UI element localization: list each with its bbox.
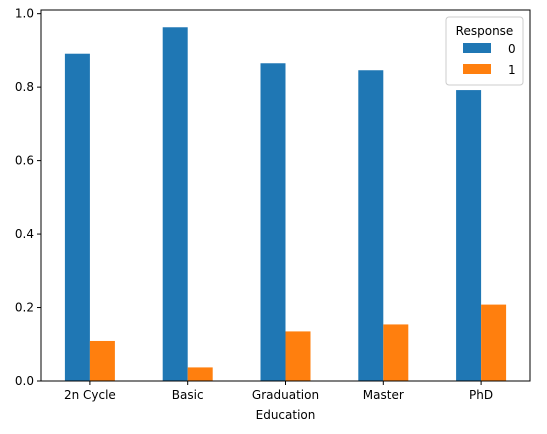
bar-series-1-3 bbox=[383, 324, 409, 381]
y-tick-label: 0.0 bbox=[15, 374, 34, 388]
x-tick-label: 2n Cycle bbox=[64, 388, 116, 402]
bar-series-1-4 bbox=[481, 304, 507, 381]
legend-label-1: 1 bbox=[508, 63, 516, 77]
bar-series-0-4 bbox=[456, 90, 482, 382]
bar-series-0-3 bbox=[358, 70, 384, 382]
y-axis-ticks: 0.0 0.2 0.4 0.6 0.8 1.0 bbox=[15, 7, 41, 388]
legend-title: Response bbox=[456, 24, 514, 38]
y-tick-label: 1.0 bbox=[15, 7, 34, 21]
legend-label-0: 0 bbox=[508, 42, 516, 56]
bar-series-1-2 bbox=[285, 331, 311, 381]
plot-frame bbox=[40, 9, 531, 382]
x-tick-label: Basic bbox=[172, 388, 204, 402]
bar-series-0-0 bbox=[64, 53, 90, 381]
x-tick-label: Master bbox=[363, 388, 404, 402]
y-tick-label: 0.2 bbox=[15, 301, 34, 315]
x-axis-label: Education bbox=[256, 408, 316, 422]
legend-swatch-0 bbox=[463, 43, 491, 53]
legend: Response 01 bbox=[445, 16, 524, 86]
bar-series-0-1 bbox=[162, 27, 188, 382]
y-tick-label: 0.6 bbox=[15, 154, 34, 168]
y-tick-label: 0.4 bbox=[15, 227, 34, 241]
bar-series-0-2 bbox=[260, 63, 286, 381]
legend-swatch-1 bbox=[463, 64, 491, 74]
x-tick-label: PhD bbox=[469, 388, 493, 402]
x-axis-ticks: 2n Cycle Basic Graduation Master PhD bbox=[64, 381, 493, 402]
bar-series-1-0 bbox=[89, 340, 115, 381]
bar-series-1-1 bbox=[187, 367, 213, 381]
x-tick-label: Graduation bbox=[252, 388, 319, 402]
y-tick-label: 0.8 bbox=[15, 80, 34, 94]
legend-items: 01 bbox=[463, 42, 516, 77]
bars-group bbox=[64, 27, 507, 382]
